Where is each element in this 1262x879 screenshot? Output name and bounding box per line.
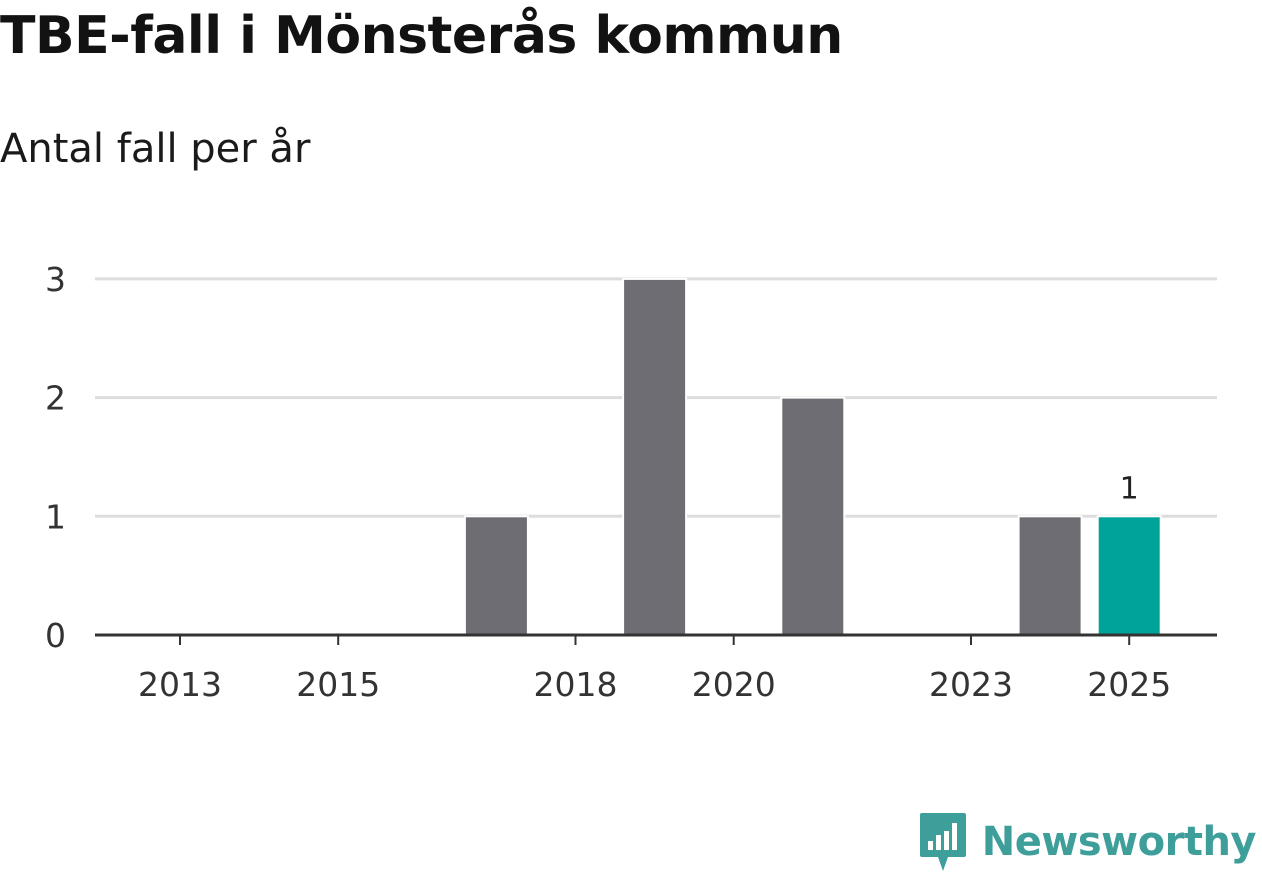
chart-title: TBE-fall i Mönsterås kommun bbox=[0, 6, 843, 66]
bar-2017 bbox=[463, 515, 529, 636]
x-tick-label: 2020 bbox=[692, 665, 776, 704]
brand-logo: Newsworthy bbox=[918, 811, 1257, 873]
x-tick-label: 2025 bbox=[1087, 665, 1171, 704]
y-tick-label: 0 bbox=[45, 616, 66, 655]
x-tick-label: 2018 bbox=[534, 665, 618, 704]
x-tick-label: 2013 bbox=[138, 665, 222, 704]
y-tick-label: 3 bbox=[45, 260, 66, 299]
y-tick-label: 2 bbox=[45, 379, 66, 418]
newsworthy-logo-icon bbox=[919, 813, 966, 871]
x-tick-label: 2023 bbox=[929, 665, 1013, 704]
y-tick-label: 1 bbox=[45, 497, 66, 536]
data-label-2025: 1 bbox=[1120, 471, 1139, 506]
chart-subtitle: Antal fall per år bbox=[0, 126, 311, 172]
bar-2025 bbox=[1096, 515, 1162, 636]
bar-2024 bbox=[1017, 515, 1083, 636]
bar-2021 bbox=[780, 396, 846, 636]
brand-name: Newsworthy bbox=[981, 819, 1257, 865]
bar-2019 bbox=[622, 277, 688, 636]
x-tick-label: 2015 bbox=[296, 665, 380, 704]
